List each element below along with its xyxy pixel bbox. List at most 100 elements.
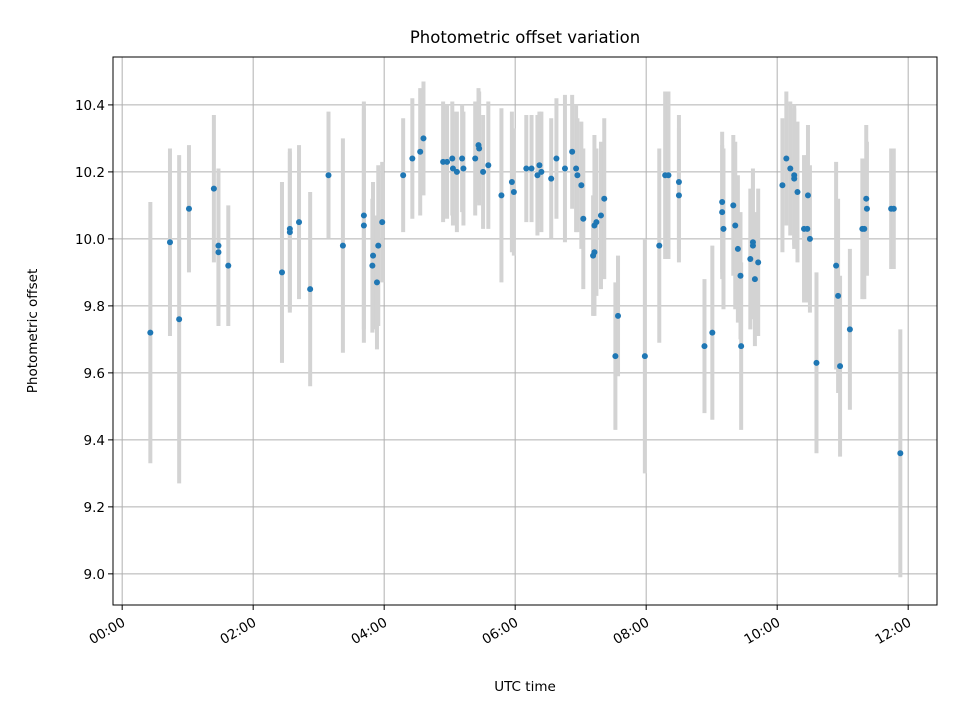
data-point: [370, 252, 377, 259]
data-point: [360, 222, 367, 229]
x-tick-label: 12:00: [872, 615, 914, 648]
data-point: [612, 353, 619, 360]
data-points: [147, 135, 904, 457]
data-point: [719, 209, 726, 216]
data-point: [597, 212, 604, 219]
data-point: [453, 168, 460, 175]
data-point: [215, 249, 222, 256]
y-tick-label: 10.4: [75, 98, 105, 114]
data-point: [444, 158, 451, 165]
data-point: [375, 242, 382, 249]
data-point: [787, 165, 794, 172]
data-point: [593, 219, 600, 226]
data-point: [536, 162, 543, 169]
data-point: [534, 172, 541, 179]
x-axis-ticks: 00:00 02:00 04:00 06:00 08:00 10:00 12:00: [86, 605, 914, 648]
data-point: [185, 205, 192, 212]
data-point: [734, 245, 741, 252]
data-point: [615, 312, 622, 319]
data-point: [813, 359, 820, 366]
data-point: [779, 182, 786, 189]
data-point: [286, 229, 293, 236]
y-tick-label: 9.8: [84, 299, 105, 315]
chart-title: Photometric offset variation: [410, 28, 640, 47]
data-point: [656, 242, 663, 249]
data-point: [561, 165, 568, 172]
y-tick-label: 9.2: [84, 500, 105, 516]
data-point: [783, 155, 790, 162]
data-point: [578, 182, 585, 189]
y-axis-label: Photometric offset: [25, 269, 41, 393]
data-point: [420, 135, 427, 142]
data-point: [307, 286, 314, 293]
y-tick-label: 9.4: [84, 433, 105, 449]
data-point: [480, 168, 487, 175]
data-point: [573, 165, 580, 172]
data-point: [730, 202, 737, 209]
data-point: [835, 292, 842, 299]
data-point: [751, 276, 758, 283]
data-point: [749, 242, 756, 249]
data-point: [804, 192, 811, 199]
data-point: [166, 239, 173, 246]
x-tick-label: 08:00: [610, 615, 652, 648]
x-tick-label: 00:00: [86, 615, 128, 648]
data-point: [176, 316, 183, 323]
data-point: [574, 172, 581, 179]
data-point: [837, 363, 844, 370]
data-point: [325, 172, 332, 179]
data-point: [485, 162, 492, 169]
data-point: [379, 219, 386, 226]
data-point: [400, 172, 407, 179]
data-point: [508, 178, 515, 185]
data-point: [339, 242, 346, 249]
data-point: [732, 222, 739, 229]
data-point: [296, 219, 303, 226]
data-point: [580, 215, 587, 222]
data-point: [701, 343, 708, 350]
data-point: [738, 343, 745, 350]
data-point: [737, 272, 744, 279]
data-point: [369, 262, 376, 269]
data-point: [409, 155, 416, 162]
y-tick-label: 10.2: [75, 165, 105, 181]
x-tick-label: 02:00: [217, 615, 259, 648]
data-point: [861, 225, 868, 232]
data-point: [833, 262, 840, 269]
data-point: [523, 165, 530, 172]
data-point: [460, 165, 467, 172]
data-point: [210, 185, 217, 192]
data-point: [806, 235, 813, 242]
x-tick-label: 04:00: [348, 615, 390, 648]
data-point: [846, 326, 853, 333]
data-point: [528, 165, 535, 172]
data-point: [569, 148, 576, 155]
data-point: [794, 188, 801, 195]
data-point: [804, 225, 811, 232]
data-point: [498, 192, 505, 199]
plot-frame: [112, 56, 938, 606]
data-point: [472, 155, 479, 162]
data-point: [675, 178, 682, 185]
y-tick-label: 9.0: [84, 567, 105, 583]
data-point: [476, 145, 483, 152]
data-point: [863, 195, 870, 202]
data-point: [641, 353, 648, 360]
data-point: [665, 172, 672, 179]
data-point: [747, 255, 754, 262]
data-point: [215, 242, 222, 249]
data-point: [373, 279, 380, 286]
data-point: [225, 262, 232, 269]
y-tick-label: 9.6: [84, 366, 105, 382]
data-point: [720, 225, 727, 232]
data-point: [675, 192, 682, 199]
data-point: [449, 155, 456, 162]
data-point: [709, 329, 716, 336]
data-point: [591, 249, 598, 256]
data-point: [548, 175, 555, 182]
y-axis-ticks: 9.0 9.2 9.4 9.6 9.8 10.0 10.2 10.4: [75, 98, 113, 583]
data-point: [459, 155, 466, 162]
data-point: [360, 212, 367, 219]
data-point: [863, 205, 870, 212]
